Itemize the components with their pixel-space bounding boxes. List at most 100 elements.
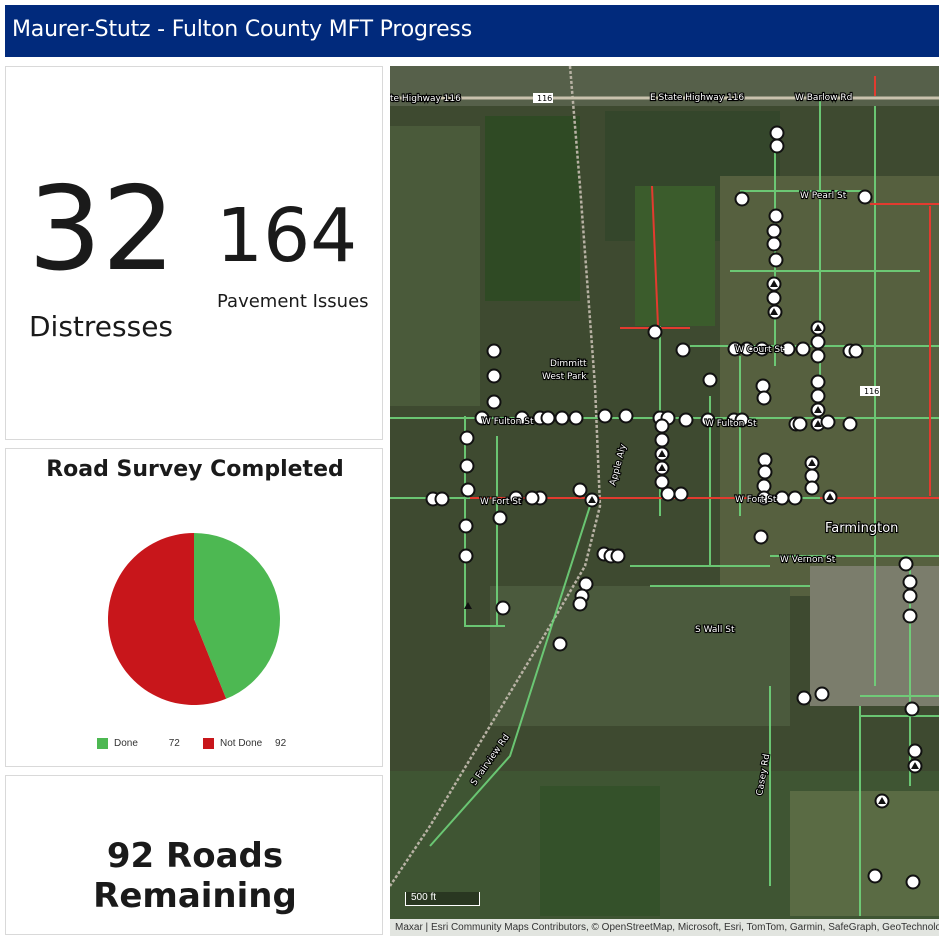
survey-point[interactable] [486, 368, 502, 384]
distress-point[interactable] [814, 406, 822, 413]
survey-point[interactable] [458, 548, 474, 564]
survey-point[interactable] [647, 324, 663, 340]
survey-point[interactable] [554, 410, 570, 426]
survey-point[interactable] [810, 374, 826, 390]
survey-point[interactable] [795, 341, 811, 357]
survey-point[interactable] [757, 464, 773, 480]
distress-point[interactable] [808, 459, 816, 466]
survey-point[interactable] [678, 412, 694, 428]
survey-point[interactable] [768, 252, 784, 268]
survey-point[interactable] [820, 414, 836, 430]
survey-point[interactable] [552, 636, 568, 652]
survey-point[interactable] [654, 474, 670, 490]
survey-points[interactable] [425, 125, 923, 890]
survey-point[interactable] [597, 408, 613, 424]
survey-point[interactable] [755, 378, 771, 394]
survey-point[interactable] [907, 743, 923, 759]
survey-point[interactable] [774, 490, 790, 506]
distress-point[interactable] [826, 493, 834, 500]
survey-point[interactable] [660, 486, 676, 502]
survey-point[interactable] [756, 390, 772, 406]
survey-point[interactable] [734, 191, 750, 207]
map-view[interactable]: te Highway 116 116 E State Highway 116 W… [390, 66, 939, 936]
survey-point[interactable] [766, 223, 782, 239]
survey-point[interactable] [486, 394, 502, 410]
survey-point[interactable] [654, 432, 670, 448]
legend-item-done[interactable]: Done 72 [97, 738, 180, 749]
survey-point[interactable] [460, 482, 476, 498]
distress-point[interactable] [464, 602, 472, 609]
survey-point[interactable] [673, 486, 689, 502]
survey-point[interactable] [675, 342, 691, 358]
survey-point[interactable] [495, 600, 511, 616]
survey-point[interactable] [780, 341, 796, 357]
pie-chart[interactable] [106, 531, 282, 707]
survey-point[interactable] [492, 510, 508, 526]
survey-point[interactable] [768, 208, 784, 224]
distress-point[interactable] [814, 324, 822, 331]
distress-point[interactable] [658, 450, 666, 457]
survey-point[interactable] [458, 518, 474, 534]
survey-point[interactable] [842, 416, 858, 432]
survey-point[interactable] [904, 701, 920, 717]
south-fields [490, 586, 790, 726]
survey-point[interactable] [610, 548, 626, 564]
survey-point[interactable] [857, 189, 873, 205]
survey-point[interactable] [739, 341, 755, 357]
survey-point[interactable] [700, 412, 716, 428]
survey-point[interactable] [902, 608, 918, 624]
survey-point[interactable] [540, 410, 556, 426]
hwy-shield-1-text: 116 [537, 94, 552, 103]
survey-point[interactable] [769, 125, 785, 141]
label-fulton-e: W Fulton St [705, 419, 757, 429]
survey-point[interactable] [734, 412, 750, 428]
survey-point[interactable] [618, 408, 634, 424]
distress-point[interactable] [878, 797, 886, 804]
survey-point[interactable] [804, 480, 820, 496]
survey-point[interactable] [787, 490, 803, 506]
survey-point[interactable] [898, 556, 914, 572]
distress-point[interactable] [770, 308, 778, 315]
survey-point[interactable] [796, 690, 812, 706]
survey-point[interactable] [754, 341, 770, 357]
survey-point[interactable] [459, 458, 475, 474]
distress-point[interactable] [588, 496, 596, 503]
map-canvas[interactable]: te Highway 116 116 E State Highway 116 W… [390, 66, 939, 936]
survey-point[interactable] [514, 410, 530, 426]
distress-point[interactable] [911, 762, 919, 769]
survey-point[interactable] [766, 290, 782, 306]
survey-point[interactable] [766, 236, 782, 252]
survey-point[interactable] [459, 430, 475, 446]
survey-point[interactable] [756, 490, 772, 506]
survey-point[interactable] [568, 410, 584, 426]
survey-point[interactable] [486, 343, 502, 359]
survey-point[interactable] [572, 482, 588, 498]
survey-point[interactable] [792, 416, 808, 432]
legend-item-not-done[interactable]: Not Done 92 [203, 738, 286, 749]
distress-point[interactable] [814, 420, 822, 427]
survey-point[interactable] [769, 138, 785, 154]
survey-point[interactable] [902, 588, 918, 604]
label-hwy-east: E State Highway 116 [650, 93, 744, 103]
survey-point[interactable] [702, 372, 718, 388]
distress-point[interactable] [658, 464, 666, 471]
survey-point[interactable] [905, 874, 921, 890]
survey-point[interactable] [524, 490, 540, 506]
survey-point[interactable] [810, 348, 826, 364]
pie-slice-not-done[interactable] [108, 533, 227, 705]
survey-point[interactable] [902, 574, 918, 590]
survey-point[interactable] [572, 596, 588, 612]
survey-point[interactable] [753, 529, 769, 545]
hwy-shield-2-text: 116 [864, 387, 879, 396]
survey-point[interactable] [654, 418, 670, 434]
survey-point[interactable] [810, 334, 826, 350]
distress-point[interactable] [770, 280, 778, 287]
survey-point[interactable] [508, 490, 524, 506]
survey-point[interactable] [848, 343, 864, 359]
pie-slice-done[interactable] [194, 533, 280, 699]
survey-point[interactable] [867, 868, 883, 884]
survey-point[interactable] [474, 410, 490, 426]
survey-point[interactable] [814, 686, 830, 702]
survey-point[interactable] [434, 491, 450, 507]
survey-point[interactable] [810, 388, 826, 404]
